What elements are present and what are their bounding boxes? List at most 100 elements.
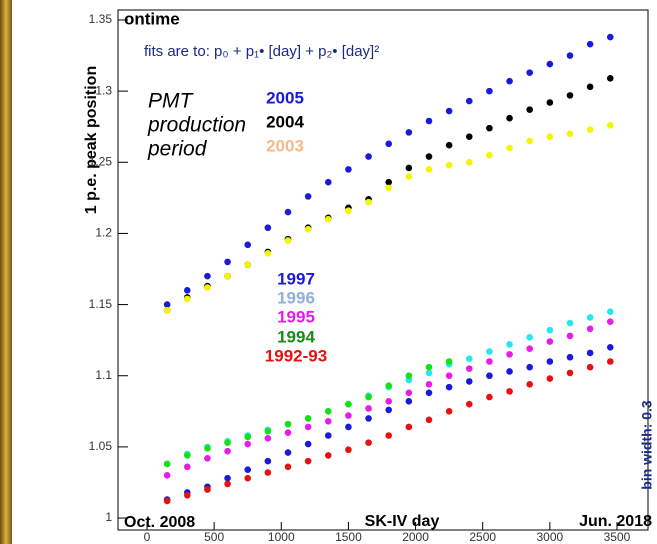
data-point bbox=[204, 272, 211, 280]
data-point bbox=[244, 433, 252, 441]
data-point bbox=[606, 318, 614, 325]
data-point bbox=[546, 338, 554, 345]
data-point bbox=[304, 225, 312, 233]
data-point bbox=[445, 107, 453, 115]
data-point bbox=[546, 326, 554, 334]
data-point bbox=[425, 363, 433, 371]
data-point bbox=[425, 153, 433, 160]
data-point bbox=[405, 173, 413, 180]
data-point bbox=[163, 472, 171, 479]
data-point bbox=[304, 440, 312, 448]
data-point bbox=[506, 144, 513, 152]
data-point bbox=[586, 314, 594, 321]
data-point bbox=[224, 258, 231, 266]
data-point bbox=[345, 423, 352, 431]
data-point bbox=[486, 393, 493, 401]
data-point bbox=[324, 432, 332, 439]
data-point bbox=[425, 166, 433, 173]
start-label: Oct. 2008 bbox=[124, 514, 195, 531]
data-point bbox=[606, 343, 614, 351]
data-point bbox=[506, 77, 513, 85]
data-point bbox=[385, 406, 393, 414]
legend-entry: 2004 bbox=[266, 112, 304, 131]
data-point bbox=[506, 341, 513, 348]
data-point bbox=[284, 420, 292, 428]
data-point bbox=[405, 129, 413, 136]
data-point bbox=[546, 133, 554, 140]
data-point bbox=[365, 405, 372, 412]
data-point bbox=[586, 126, 594, 133]
data-point bbox=[425, 389, 433, 397]
data-point bbox=[445, 358, 453, 365]
data-point bbox=[405, 164, 413, 172]
data-point bbox=[526, 345, 533, 352]
data-point bbox=[284, 208, 292, 216]
data-point bbox=[606, 121, 614, 129]
data-point bbox=[204, 454, 211, 462]
data-point bbox=[365, 198, 372, 206]
data-point bbox=[465, 400, 473, 408]
data-point bbox=[586, 363, 594, 371]
data-point bbox=[586, 40, 594, 48]
data-point bbox=[486, 348, 493, 355]
legend-entry: 2003 bbox=[266, 136, 304, 155]
data-point bbox=[264, 435, 272, 442]
data-point bbox=[264, 469, 272, 476]
legend-entry: 1992-93 bbox=[265, 346, 327, 365]
data-point bbox=[506, 388, 513, 395]
data-point bbox=[224, 480, 231, 488]
data-point bbox=[183, 452, 191, 459]
data-point bbox=[546, 99, 554, 106]
data-point bbox=[244, 261, 252, 269]
data-point bbox=[465, 158, 473, 166]
data-point bbox=[526, 106, 533, 113]
y-tick-label: 1.05 bbox=[89, 439, 113, 453]
x-tick-label: 0 bbox=[144, 530, 151, 544]
data-point bbox=[526, 69, 533, 76]
data-point bbox=[224, 439, 231, 446]
data-point bbox=[445, 408, 453, 415]
data-point bbox=[425, 369, 433, 377]
data-point bbox=[264, 224, 272, 232]
data-point bbox=[345, 446, 352, 454]
data-point bbox=[284, 463, 292, 471]
data-point bbox=[405, 398, 413, 405]
data-point bbox=[345, 412, 352, 419]
data-point bbox=[465, 365, 473, 372]
data-point bbox=[586, 349, 594, 357]
data-point bbox=[506, 351, 513, 358]
end-label: Jun. 2018 bbox=[579, 513, 652, 530]
y-tick-label: 1 bbox=[105, 510, 112, 524]
data-point bbox=[385, 184, 393, 192]
data-point bbox=[163, 460, 171, 468]
data-point bbox=[405, 423, 413, 431]
data-point bbox=[183, 491, 191, 499]
data-point bbox=[183, 295, 191, 303]
data-point bbox=[405, 389, 413, 397]
data-point bbox=[284, 429, 292, 436]
data-point bbox=[546, 358, 554, 365]
data-point bbox=[244, 440, 252, 448]
data-point bbox=[385, 140, 393, 148]
data-point bbox=[385, 398, 393, 405]
data-point bbox=[526, 380, 533, 388]
legend-entry: 1994 bbox=[277, 327, 315, 346]
data-point bbox=[465, 378, 473, 385]
data-point bbox=[204, 284, 211, 291]
x-tick-label: 2000 bbox=[402, 530, 429, 544]
data-point bbox=[183, 463, 191, 471]
data-point bbox=[345, 400, 352, 408]
data-point bbox=[284, 237, 292, 244]
legend-title: production bbox=[147, 114, 246, 137]
data-point bbox=[224, 474, 231, 482]
legend-title: period bbox=[147, 138, 208, 161]
x-axis-label: SK-IV day bbox=[365, 513, 440, 530]
data-point bbox=[526, 363, 533, 371]
data-point bbox=[324, 417, 332, 425]
data-point bbox=[163, 306, 171, 314]
data-point bbox=[244, 474, 252, 482]
data-point bbox=[486, 372, 493, 380]
data-point bbox=[224, 447, 231, 455]
data-point bbox=[526, 137, 533, 145]
